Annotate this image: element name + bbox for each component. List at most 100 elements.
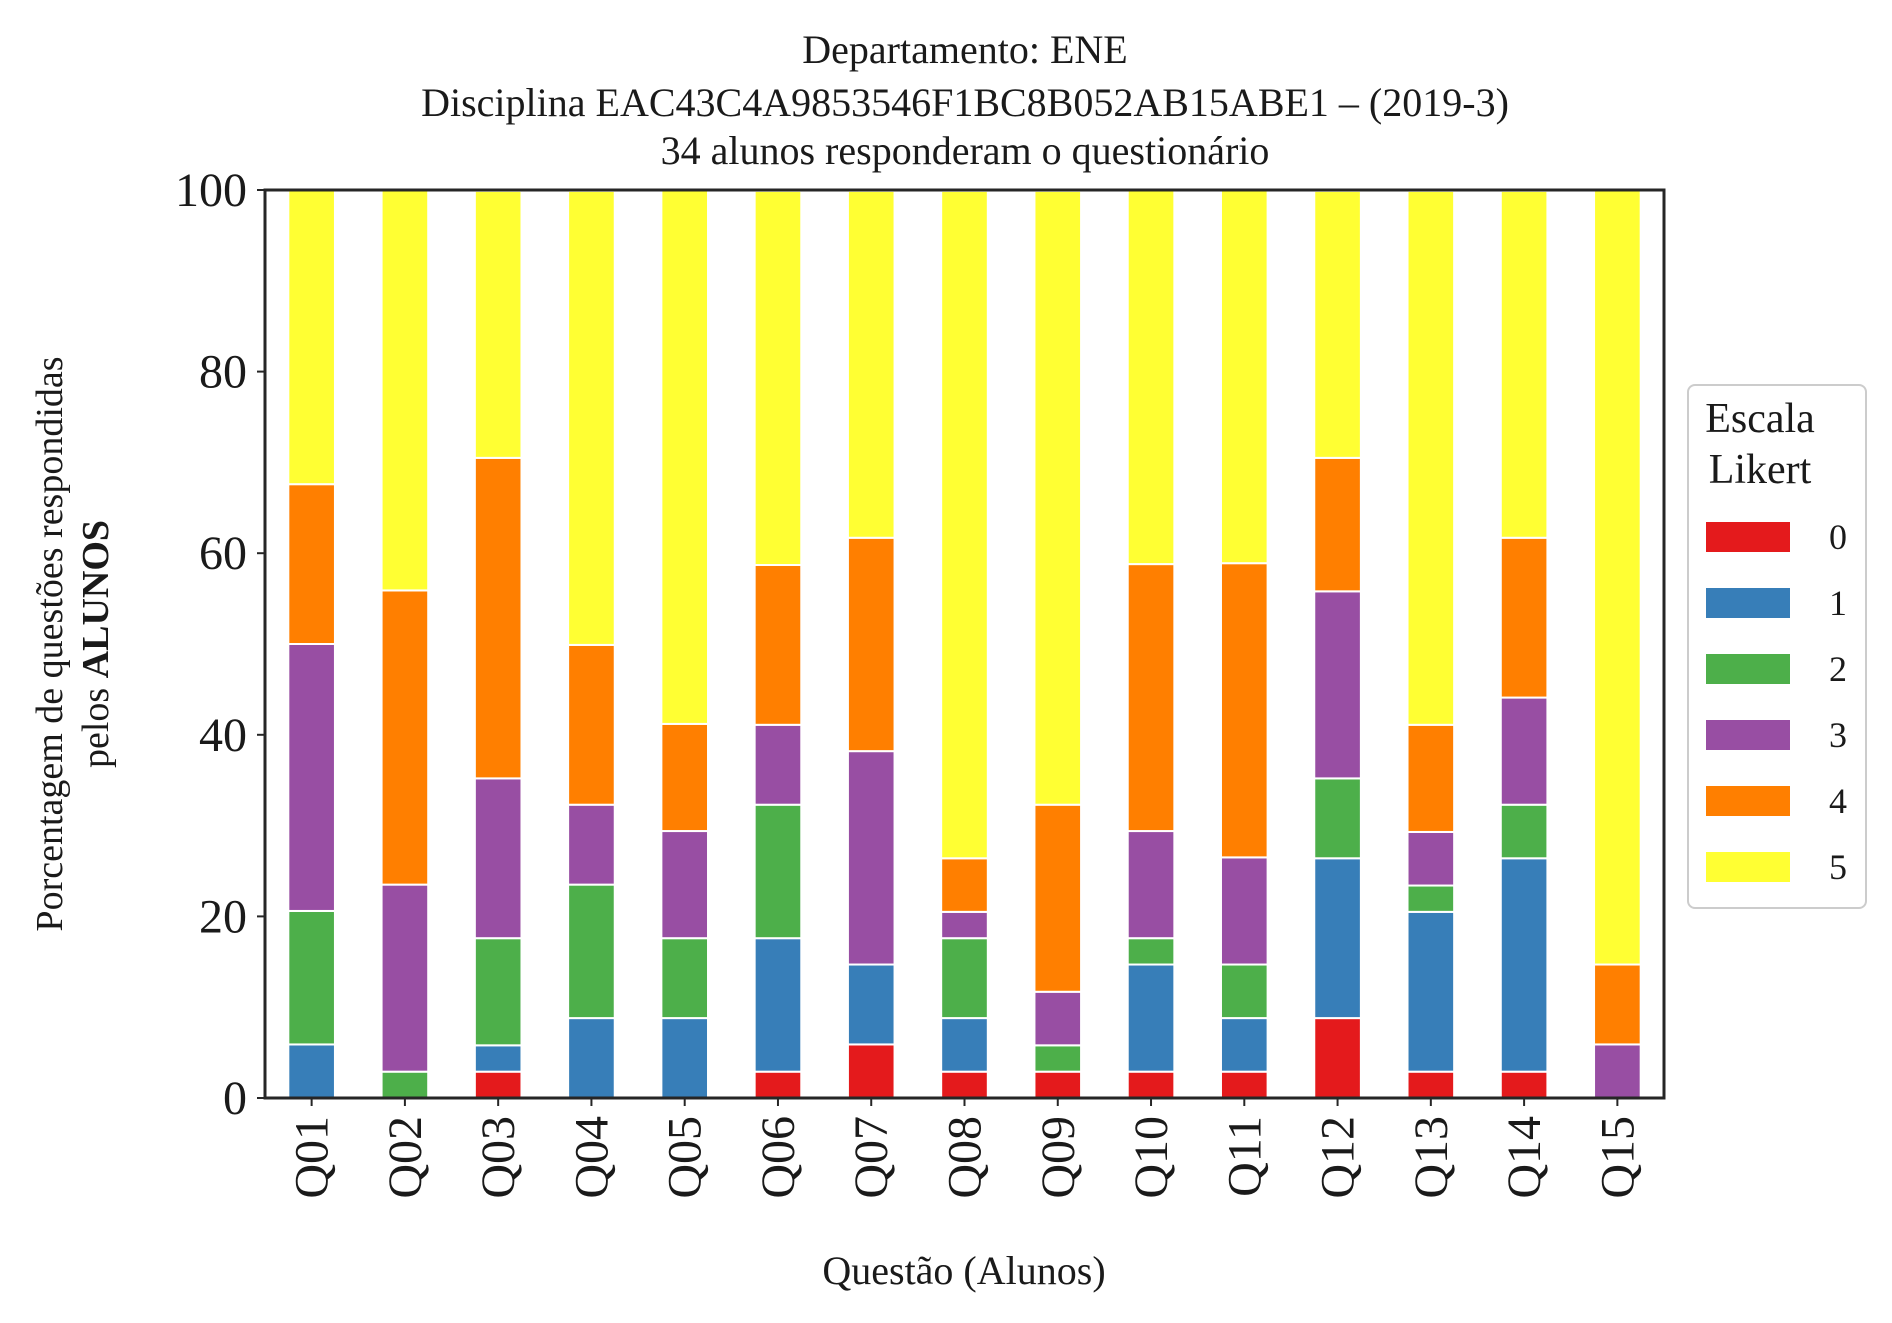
bar-q02-level-5	[380, 189, 430, 592]
y-axis-label-bold: ALUNOS	[75, 520, 117, 678]
bar-q14-level-2	[1499, 803, 1549, 860]
bar-q06-level-2	[753, 803, 803, 940]
bar-q10-level-4	[1126, 563, 1176, 833]
y-axis-label: Porcentagem de questões respondidas pelo…	[29, 356, 117, 931]
x-tick-label: Q04	[565, 1116, 618, 1199]
bar-q07-level-1	[846, 963, 896, 1046]
bar-q03-level-2	[473, 937, 523, 1047]
bar-q02-level-2	[380, 1070, 430, 1100]
bar-q05-level-4	[660, 722, 710, 833]
bar-q13-level-5	[1406, 189, 1456, 726]
x-tick-label: Q15	[1591, 1116, 1644, 1199]
y-tick-label: 0	[223, 1072, 247, 1125]
bar-q05-level-2	[660, 937, 710, 1020]
bar-q12-level-2	[1313, 777, 1362, 860]
bar-q01-level-3	[287, 643, 336, 912]
legend-label-3: 3	[1829, 715, 1847, 755]
legend-items: 0 1 2 3 4 5	[1706, 517, 1847, 887]
bar-q13-level-1	[1406, 910, 1456, 1073]
bar-q11-level-4	[1219, 562, 1269, 859]
y-axis-label-line-1: Porcentagem de questões respondidas	[29, 356, 71, 931]
bar-q06-level-5	[753, 189, 803, 567]
bar-q03-level-4	[473, 456, 523, 780]
bar-q14-level-4	[1499, 536, 1549, 699]
legend-swatch-1	[1706, 588, 1790, 618]
bar-q08-level-2	[940, 937, 989, 1020]
x-tick-label: Q10	[1125, 1116, 1178, 1199]
legend-label-5: 5	[1829, 847, 1847, 887]
bar-q15-level-3	[1593, 1043, 1642, 1100]
y-tick-label: 100	[175, 164, 247, 217]
bar-q03-level-1	[473, 1044, 523, 1073]
bar-q15-level-4	[1593, 963, 1642, 1046]
x-tick-label: Q09	[1032, 1116, 1085, 1199]
bar-q08-level-0	[940, 1070, 989, 1100]
legend: Escala Likert 0 1 2 3 4 5	[1687, 384, 1867, 909]
bar-q07-level-5	[846, 189, 896, 539]
x-tick-label: Q12	[1312, 1116, 1365, 1199]
legend-label-4: 4	[1829, 781, 1847, 821]
bar-q10-level-0	[1126, 1070, 1176, 1100]
bar-q14-level-5	[1499, 189, 1549, 539]
chart-title-line-3: 34 alunos responderam o questionário	[661, 128, 1270, 173]
chart-title-line-2: Disciplina EAC43C4A9853546F1BC8B052AB15A…	[421, 80, 1509, 125]
bar-q09-level-3	[1033, 990, 1083, 1047]
legend-title-line-1: Escala	[1705, 396, 1815, 442]
bar-q03-level-3	[473, 777, 523, 940]
bar-q04-level-4	[567, 643, 616, 806]
bar-q02-level-4	[380, 589, 430, 886]
bar-q14-level-1	[1499, 857, 1549, 1073]
y-tick-label: 20	[199, 890, 247, 943]
bar-q07-level-0	[846, 1043, 896, 1100]
bar-q06-level-0	[753, 1070, 803, 1100]
bar-q01-level-5	[287, 189, 336, 486]
bar-q02-level-3	[380, 883, 430, 1073]
bar-q09-level-4	[1033, 803, 1083, 993]
bar-q11-level-5	[1219, 188, 1269, 565]
x-tick-label: Q05	[659, 1116, 712, 1199]
legend-swatch-5	[1706, 852, 1790, 882]
bar-q06-level-4	[753, 564, 803, 726]
bar-q04-level-2	[567, 883, 616, 1020]
y-tick-label: 80	[199, 346, 247, 399]
legend-frame	[1687, 384, 1867, 909]
legend-label-0: 0	[1829, 517, 1847, 557]
y-axis-label-line-2: pelos ALUNOS	[75, 520, 117, 768]
x-axis-label: Questão (Alunos)	[822, 1248, 1105, 1293]
bar-q03-level-0	[473, 1070, 523, 1100]
bar-q04-level-1	[567, 1017, 616, 1099]
x-tick-label: Q07	[845, 1116, 898, 1199]
y-axis-label-prefix: pelos	[75, 678, 117, 768]
bar-q12-level-1	[1313, 857, 1362, 1020]
bar-q14-level-3	[1499, 696, 1549, 806]
bar-q05-level-5	[660, 189, 710, 725]
x-axis: Q01 Q02 Q03 Q04 Q05 Q06 Q07 Q08 Q09 Q10 Q11 Q12 Q13 Q…	[286, 1098, 1644, 1199]
chart-title-line-1: Departamento: ENE	[802, 27, 1127, 72]
bar-q07-level-3	[846, 750, 896, 966]
x-tick-label: Q02	[379, 1116, 432, 1199]
bar-q07-level-4	[846, 536, 896, 753]
bar-q09-level-5	[1033, 189, 1083, 806]
bar-q12-level-3	[1313, 590, 1362, 780]
bar-q10-level-2	[1126, 937, 1176, 966]
bar-q12-level-0	[1313, 1017, 1362, 1099]
bar-q01-level-2	[287, 909, 336, 1046]
y-tick-label: 60	[199, 527, 247, 580]
bar-q08-level-3	[940, 910, 989, 940]
chart-title: Departamento: ENE Disciplina EAC43C4A985…	[421, 27, 1509, 173]
y-axis: 0 20 40 60 80 100	[175, 164, 265, 1125]
bar-q12-level-5	[1313, 189, 1362, 459]
legend-label-1: 1	[1829, 583, 1847, 623]
bar-q11-level-0	[1219, 1070, 1269, 1100]
bar-q10-level-3	[1126, 830, 1176, 940]
legend-swatch-3	[1706, 720, 1790, 750]
bar-q13-level-4	[1406, 723, 1456, 833]
bar-q12-level-4	[1313, 456, 1362, 593]
bar-q09-level-0	[1033, 1070, 1083, 1100]
bar-q08-level-1	[940, 1017, 989, 1073]
y-tick-label: 40	[199, 709, 247, 762]
legend-label-2: 2	[1829, 649, 1847, 689]
bar-q04-level-3	[567, 803, 616, 886]
x-tick-label: Q13	[1405, 1116, 1458, 1199]
bar-q03-level-5	[473, 189, 523, 459]
